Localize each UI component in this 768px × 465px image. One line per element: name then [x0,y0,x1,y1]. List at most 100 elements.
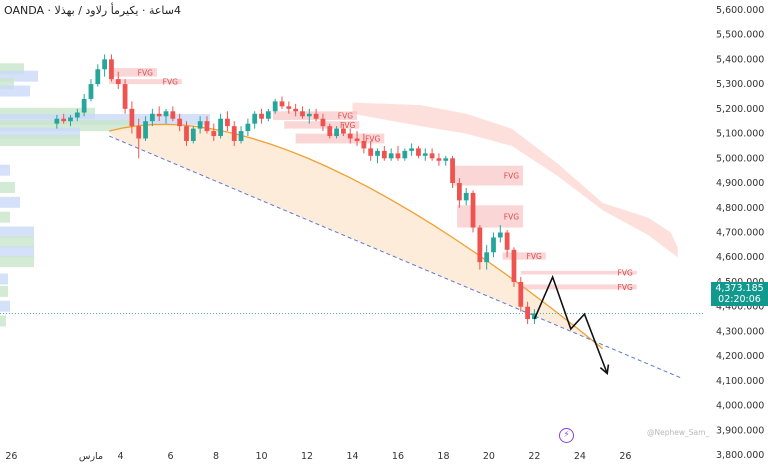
fvg-zone [452,165,524,186]
y-tick-label: 4,200.000 [716,351,764,362]
candle-body [477,227,483,263]
fvg-label: FVG [340,121,355,130]
x-tick-label: 18 [437,451,449,462]
candle-body [211,131,217,137]
y-tick-label: 5,200.000 [716,104,764,115]
candle-body [300,111,305,117]
candle-body [436,158,442,161]
candle-body [279,101,285,107]
fvg-label: FVG [163,78,178,87]
candle-body [136,126,142,139]
candle-body [354,138,360,141]
candle-body [149,113,155,122]
candle-body [177,118,183,127]
bar-countdown: 02:20:06 [718,294,761,305]
lightning-bolt-icon[interactable]: ⚡ [559,428,574,443]
candle-body [422,153,428,156]
fvg-label: FVG [527,252,542,261]
candle-body [497,232,503,238]
candle-body [409,148,415,151]
y-tick-label: 4,400.000 [716,302,764,313]
volume-profile-bar [0,236,34,248]
volume-profile-bar [0,226,34,238]
candle-body [122,84,128,109]
y-tick-label: 5,600.000 [716,5,764,16]
chart-title: 4ساعة · يكيرمأ رلاود / بهذلا · OANDA [4,4,181,17]
x-tick-label: 26 [5,451,17,462]
fvg-zone [109,68,157,77]
candle-body [61,118,67,122]
candle-body [327,126,333,137]
volume-profile-bar [0,127,80,139]
volume-profile-bar [0,273,8,285]
volume-profile-bar [0,85,30,97]
volume-profile-bar [0,256,34,268]
author-watermark: @Nephew_Sam_ [647,428,710,437]
volume-profile-bar [0,246,34,258]
candle-body [450,158,455,184]
candle-body [334,128,339,137]
candle-body [416,148,421,156]
y-tick-label: 4,700.000 [716,228,764,239]
candle-body [231,126,237,141]
fvg-label: FVG [618,283,633,292]
fvg-zone [295,133,385,144]
fvg-zone [109,79,182,85]
candle-body [347,133,353,139]
candle-body [143,121,148,139]
y-tick-label: 4,800.000 [716,203,764,214]
y-tick-label: 4,100.000 [716,376,764,387]
projection-arrowhead [599,364,610,376]
x-tick-label: 22 [528,451,540,462]
candle-body [429,153,435,159]
current-price-value: 4,373.185 [715,283,764,294]
candle-body [306,113,312,117]
candle-body [286,106,292,109]
x-tick-label: 20 [483,451,495,462]
x-tick-label: مارس [79,451,103,462]
x-tick-label: 24 [574,451,586,462]
candle-body [375,150,380,156]
candle-body [190,128,196,141]
candle-body [245,123,251,132]
candle-body [204,121,210,132]
candle-body [163,111,169,117]
resistance-cloud [352,102,678,258]
y-tick-label: 4,000.000 [716,401,764,412]
candle-body [252,113,258,124]
candle-body [368,148,374,156]
candle-body [320,118,326,127]
fvg-label: FVG [504,172,519,181]
candle-body [184,126,189,141]
fvg-zone [520,284,637,290]
y-tick-label: 5,000.000 [716,153,764,164]
volume-profile-bar [0,134,80,146]
current-price-badge: 4,373.185 02:20:06 [711,282,768,306]
candle-body [68,117,73,122]
y-tick-label: 3,900.000 [716,425,764,436]
x-tick-label: 12 [301,451,313,462]
candle-body [388,153,394,159]
candle-body [293,108,299,112]
candle-body [54,118,60,124]
candle-body [259,113,264,119]
fvg-label: FVG [338,112,353,121]
volume-profile-bar [0,164,10,176]
candle-body [443,158,449,161]
candle-body [109,59,114,80]
y-tick-label: 4,300.000 [716,326,764,337]
candle-body [402,150,408,159]
candle-body [102,59,108,70]
candle-body [491,237,496,253]
candle-body [532,313,537,320]
volume-profile-bar [0,107,95,119]
y-tick-label: 5,100.000 [716,129,764,140]
candle-body [129,108,135,127]
candle-body [395,153,401,159]
candle-body [74,112,80,118]
candle-body [504,232,510,250]
candle-body [525,306,531,320]
candle-body [238,131,244,141]
candle-body [470,192,476,228]
